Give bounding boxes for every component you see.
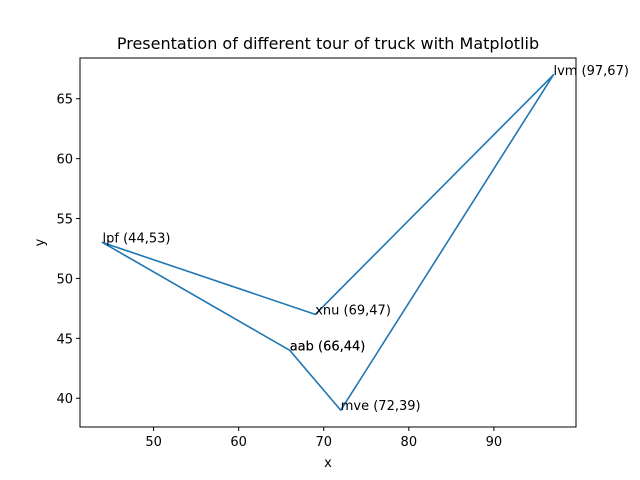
y-tick-label: 65	[56, 93, 73, 108]
x-tick-label: 70	[315, 435, 332, 450]
series-line-0	[101, 73, 555, 412]
y-tick-label: 60	[56, 153, 73, 168]
y-tick-label: 45	[56, 332, 73, 347]
point-label: lvm (97,67)	[553, 64, 628, 79]
x-axis-title: x	[324, 456, 332, 471]
axes-frame	[79, 57, 577, 428]
point-label: mve (72,39)	[341, 399, 421, 414]
y-axis: 40 45 50 55 60 65	[56, 93, 80, 407]
point-label: xnu (69,47)	[315, 303, 391, 318]
y-axis-title: y	[33, 238, 48, 246]
x-tick-label: 80	[401, 435, 418, 450]
point-labels: lpf (44,53) xnu (69,47) lvm (97,67) mve (72…	[103, 64, 629, 414]
y-tick-label: 55	[56, 213, 73, 228]
y-tick-label: 50	[56, 272, 73, 287]
y-tick-label: 40	[56, 392, 73, 407]
chart-title: Presentation of different tour of truck …	[117, 34, 539, 53]
point-label: aab (66,44)	[290, 339, 366, 354]
x-tick-label: 60	[230, 435, 247, 450]
plot-area	[101, 73, 555, 412]
x-tick-label: 50	[145, 435, 162, 450]
point-label: lpf (44,53)	[103, 232, 171, 247]
x-tick-label: 90	[486, 435, 503, 450]
point-label: aab (66,44)	[290, 339, 366, 354]
x-axis: 50 60 70 80 90	[145, 427, 502, 450]
